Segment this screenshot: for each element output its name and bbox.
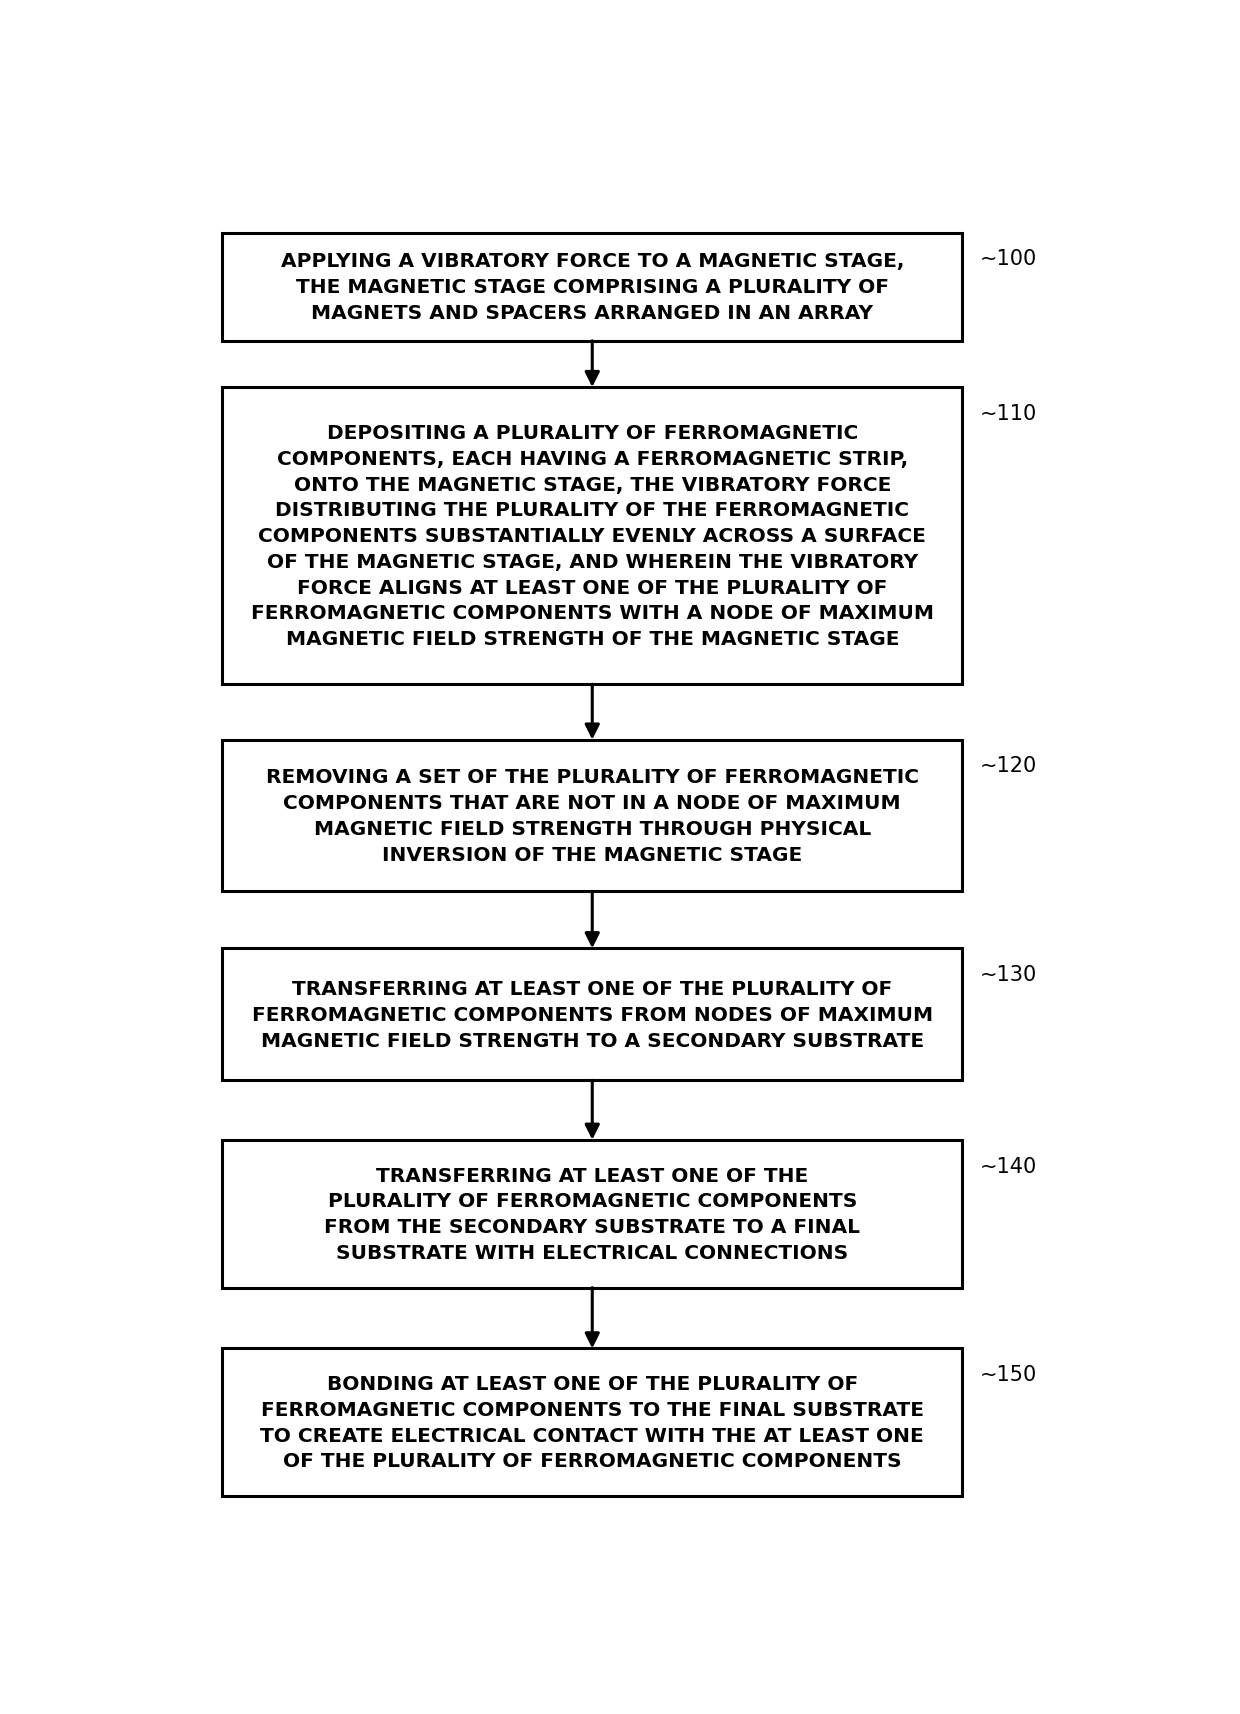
FancyBboxPatch shape (222, 1140, 962, 1287)
FancyBboxPatch shape (222, 387, 962, 686)
FancyBboxPatch shape (222, 1349, 962, 1496)
Text: REMOVING A SET OF THE PLURALITY OF FERROMAGNETIC
COMPONENTS THAT ARE NOT IN A NO: REMOVING A SET OF THE PLURALITY OF FERRO… (265, 768, 919, 864)
Text: APPLYING A VIBRATORY FORCE TO A MAGNETIC STAGE,
THE MAGNETIC STAGE COMPRISING A : APPLYING A VIBRATORY FORCE TO A MAGNETIC… (280, 252, 904, 322)
FancyBboxPatch shape (222, 740, 962, 891)
Text: DEPOSITING A PLURALITY OF FERROMAGNETIC
COMPONENTS, EACH HAVING A FERROMAGNETIC : DEPOSITING A PLURALITY OF FERROMAGNETIC … (250, 423, 934, 648)
FancyBboxPatch shape (222, 950, 962, 1082)
Text: ~140: ~140 (980, 1155, 1037, 1176)
Text: BONDING AT LEAST ONE OF THE PLURALITY OF
FERROMAGNETIC COMPONENTS TO THE FINAL S: BONDING AT LEAST ONE OF THE PLURALITY OF… (260, 1375, 924, 1471)
Text: TRANSFERRING AT LEAST ONE OF THE PLURALITY OF
FERROMAGNETIC COMPONENTS FROM NODE: TRANSFERRING AT LEAST ONE OF THE PLURALI… (252, 979, 932, 1051)
FancyBboxPatch shape (222, 233, 962, 341)
Text: ~130: ~130 (980, 965, 1037, 984)
Text: ~120: ~120 (980, 756, 1037, 776)
Text: ~110: ~110 (980, 403, 1037, 423)
Text: TRANSFERRING AT LEAST ONE OF THE
PLURALITY OF FERROMAGNETIC COMPONENTS
FROM THE : TRANSFERRING AT LEAST ONE OF THE PLURALI… (324, 1166, 861, 1262)
Text: ~100: ~100 (980, 249, 1037, 269)
Text: ~150: ~150 (980, 1364, 1037, 1385)
